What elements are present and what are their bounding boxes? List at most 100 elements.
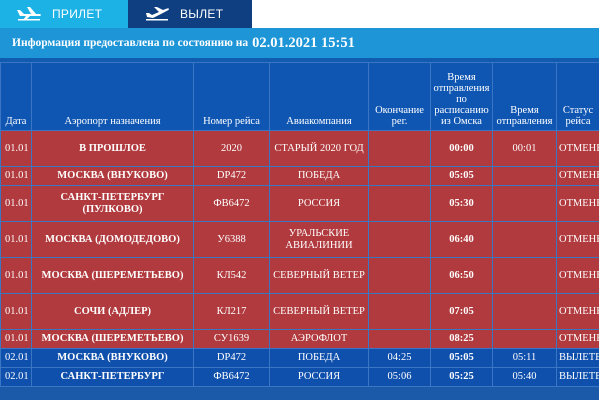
tab-arrivals-label: ПРИЛЕТ — [52, 7, 103, 21]
info-datetime: 02.01.2021 15:51 — [252, 34, 355, 51]
cell-checkin-end — [368, 221, 431, 258]
col-airline: Авиакомпания — [269, 62, 369, 131]
cell-scheduled: 00:00 — [430, 130, 493, 167]
table-row[interactable]: 01.01 МОСКВА (ДОМОДЕДОВО) У6388 УРАЛЬСКИ… — [0, 221, 599, 258]
cell-checkin-end: 04:25 — [368, 348, 431, 368]
cell-scheduled: 07:05 — [430, 293, 493, 330]
cell-status: ОТМЕНЕН — [556, 257, 599, 294]
cell-date: 01.01 — [0, 221, 32, 258]
cell-checkin-end: 05:06 — [368, 367, 431, 387]
cell-airline: РОССИЯ — [269, 185, 369, 222]
cell-flight: КЛ542 — [193, 257, 270, 294]
cell-scheduled: 05:25 — [430, 367, 493, 387]
table-row[interactable]: 01.01 СОЧИ (АДЛЕР) КЛ217 СЕВЕРНЫЙ ВЕТЕР … — [0, 293, 599, 330]
cell-airline: СЕВЕРНЫЙ ВЕТЕР — [269, 293, 369, 330]
table-row[interactable]: 02.01 САНКТ-ПЕТЕРБУРГ ФВ6472 РОССИЯ 05:0… — [0, 367, 599, 387]
cell-flight: 2020 — [193, 130, 270, 167]
cell-airport: МОСКВА (ШЕРЕМЕТЬЕВО) — [31, 257, 194, 294]
cell-flight: ФВ6472 — [193, 367, 270, 387]
cell-status: ОТМЕНЕН — [556, 185, 599, 222]
cell-departure: 05:40 — [492, 367, 557, 387]
cell-checkin-end — [368, 329, 431, 349]
flight-tabs: ПРИЛЕТ ВЫЛЕТ — [0, 0, 599, 28]
tab-arrivals[interactable]: ПРИЛЕТ — [0, 0, 128, 28]
cell-date: 01.01 — [0, 329, 32, 349]
table-row[interactable]: 01.01 МОСКВА (ШЕРЕМЕТЬЕВО) КЛ542 СЕВЕРНЫ… — [0, 257, 599, 294]
cell-date: 02.01 — [0, 367, 32, 387]
divider — [0, 58, 599, 62]
departures-table: Дата Аэропорт назначения Номер рейса Ави… — [0, 62, 599, 387]
info-text: Информация предоставлена по состоянию на — [12, 37, 249, 49]
cell-status: ОТМЕНЕН — [556, 166, 599, 186]
table-row[interactable]: 01.01 МОСКВА (ШЕРЕМЕТЬЕВО) СУ1639 АЭРОФЛ… — [0, 329, 599, 349]
cell-airport: В ПРОШЛОЕ — [31, 130, 194, 167]
cell-status: ОТМЕНЕН — [556, 130, 599, 167]
cell-date: 02.01 — [0, 348, 32, 368]
cell-date: 01.01 — [0, 185, 32, 222]
cell-departure: 00:01 — [492, 130, 557, 167]
cell-airport: СОЧИ (АДЛЕР) — [31, 293, 194, 330]
cell-checkin-end — [368, 257, 431, 294]
col-checkin-end: Окончание рег. — [368, 62, 431, 131]
plane-takeoff-icon — [146, 7, 169, 21]
cell-checkin-end — [368, 185, 431, 222]
table-row[interactable]: 01.01 В ПРОШЛОЕ 2020 СТАРЫЙ 2020 ГОД 00:… — [0, 130, 599, 167]
cell-departure — [492, 185, 557, 222]
tab-departures[interactable]: ВЫЛЕТ — [128, 0, 252, 28]
table-row[interactable]: 01.01 МОСКВА (ВНУКОВО) DP472 ПОБЕДА 05:0… — [0, 166, 599, 186]
cell-airline: СЕВЕРНЫЙ ВЕТЕР — [269, 257, 369, 294]
cell-airline: РОССИЯ — [269, 367, 369, 387]
cell-flight: СУ1639 — [193, 329, 270, 349]
cell-airline: УРАЛЬСКИЕ АВИАЛИНИИ — [269, 221, 369, 258]
info-bar: Информация предоставлена по состоянию на… — [0, 28, 599, 58]
cell-status: ВЫЛЕТЕЛ — [556, 367, 599, 387]
cell-airline: ПОБЕДА — [269, 166, 369, 186]
cell-flight: DP472 — [193, 348, 270, 368]
cell-airport: МОСКВА (ВНУКОВО) — [31, 348, 194, 368]
col-date: Дата — [0, 62, 32, 131]
cell-scheduled: 08:25 — [430, 329, 493, 349]
cell-airline: ПОБЕДА — [269, 348, 369, 368]
cell-scheduled: 05:30 — [430, 185, 493, 222]
cell-airport: МОСКВА (ВНУКОВО) — [31, 166, 194, 186]
cell-date: 01.01 — [0, 130, 32, 167]
cell-scheduled: 05:05 — [430, 166, 493, 186]
cell-flight: У6388 — [193, 221, 270, 258]
cell-airline: АЭРОФЛОТ — [269, 329, 369, 349]
col-scheduled: Время отправления по расписанию из Омска — [430, 62, 493, 131]
cell-scheduled: 06:50 — [430, 257, 493, 294]
cell-status: ВЫЛЕТЕЛ — [556, 348, 599, 368]
cell-departure — [492, 221, 557, 258]
cell-departure — [492, 257, 557, 294]
cell-checkin-end — [368, 166, 431, 186]
cell-date: 01.01 — [0, 293, 32, 330]
cell-departure — [492, 329, 557, 349]
cell-flight: DP472 — [193, 166, 270, 186]
col-departure: Время отправления — [492, 62, 557, 131]
tab-departures-label: ВЫЛЕТ — [180, 7, 224, 21]
col-status: Статус рейса — [556, 62, 599, 131]
cell-flight: КЛ217 — [193, 293, 270, 330]
cell-status: ОТМЕНЕН — [556, 221, 599, 258]
col-flight: Номер рейса — [193, 62, 270, 131]
cell-status: ОТМЕНЕН — [556, 329, 599, 349]
cell-date: 01.01 — [0, 166, 32, 186]
cell-checkin-end — [368, 293, 431, 330]
table-header: Дата Аэропорт назначения Номер рейса Ави… — [0, 62, 599, 131]
cell-departure — [492, 166, 557, 186]
cell-departure — [492, 293, 557, 330]
cell-scheduled: 06:40 — [430, 221, 493, 258]
cell-flight: ФВ6472 — [193, 185, 270, 222]
cell-airport: МОСКВА (ШЕРЕМЕТЬЕВО) — [31, 329, 194, 349]
cell-airport: САНКТ-ПЕТЕРБУРГ (ПУЛКОВО) — [31, 185, 194, 222]
col-airport: Аэропорт назначения — [31, 62, 194, 131]
cell-airport: САНКТ-ПЕТЕРБУРГ — [31, 367, 194, 387]
table-row[interactable]: 02.01 МОСКВА (ВНУКОВО) DP472 ПОБЕДА 04:2… — [0, 348, 599, 368]
cell-airline: СТАРЫЙ 2020 ГОД — [269, 130, 369, 167]
table-row[interactable]: 01.01 САНКТ-ПЕТЕРБУРГ (ПУЛКОВО) ФВ6472 Р… — [0, 185, 599, 222]
cell-date: 01.01 — [0, 257, 32, 294]
plane-landing-icon — [17, 7, 41, 21]
cell-status: ОТМЕНЕН — [556, 293, 599, 330]
cell-scheduled: 05:05 — [430, 348, 493, 368]
cell-departure: 05:11 — [492, 348, 557, 368]
